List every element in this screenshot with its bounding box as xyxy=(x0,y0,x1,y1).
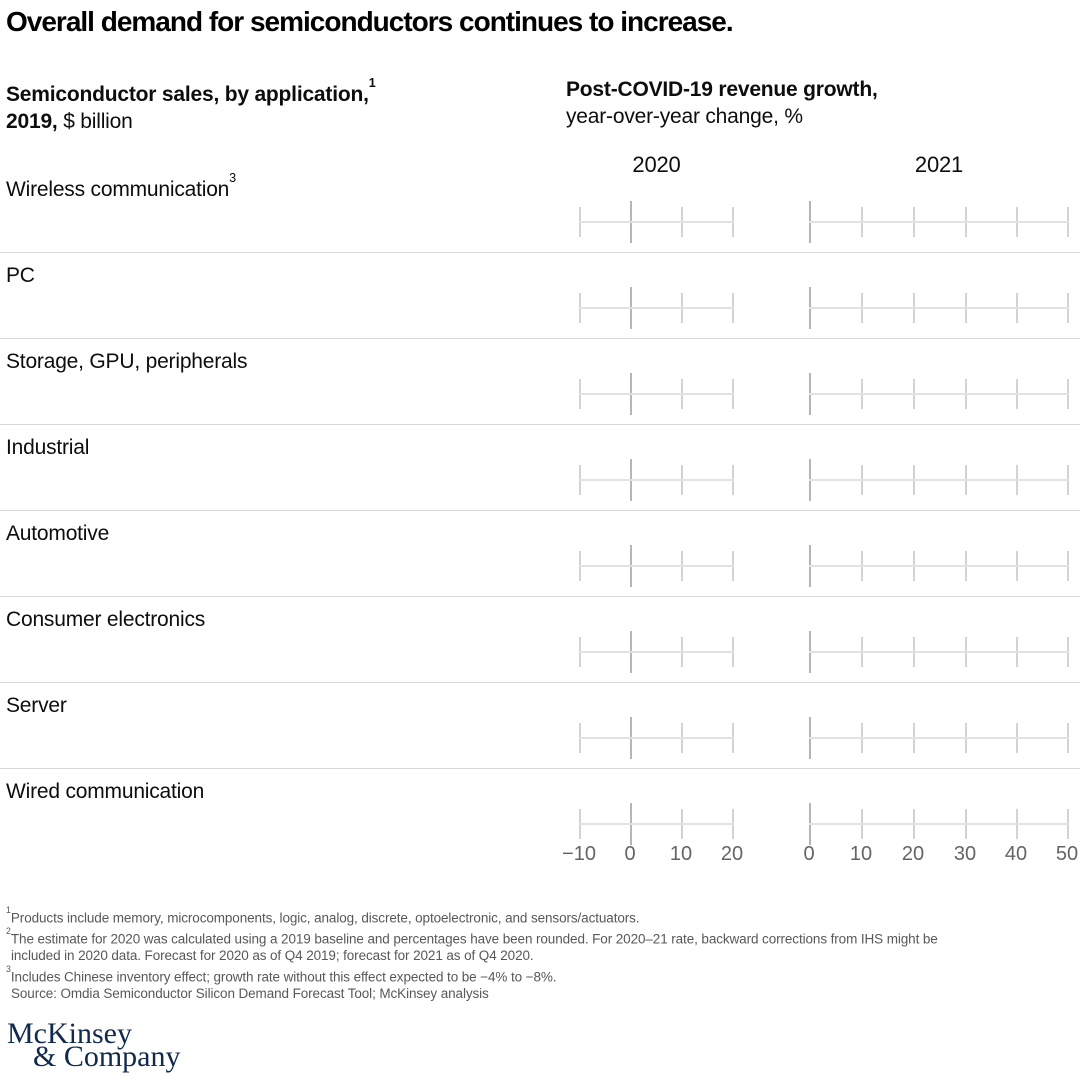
axis-2021 xyxy=(809,803,1069,845)
axis-line xyxy=(579,479,734,481)
left-header-line1: Semiconductor sales, by application,1 xyxy=(6,75,376,106)
axis-2021 xyxy=(809,201,1069,243)
axis-line xyxy=(579,823,734,825)
axis-2020 xyxy=(579,459,734,501)
tick-label: 20 xyxy=(901,843,925,865)
panel-label-2021: 2021 xyxy=(914,152,964,177)
axis-line xyxy=(809,221,1069,223)
tick-label: 10 xyxy=(669,843,693,865)
category-label: Wireless communication3 xyxy=(6,170,237,201)
page-title: Overall demand for semiconductors contin… xyxy=(6,6,734,37)
source-line: Source: Omdia Semiconductor Silicon Dema… xyxy=(11,985,489,1001)
tick-label: 0 xyxy=(624,843,636,865)
left-column-header: Semiconductor sales, by application,1 20… xyxy=(6,76,376,135)
panel-label-2020: 2020 xyxy=(632,152,681,177)
footnote-3: 3Includes Chinese inventory effect; grow… xyxy=(6,963,557,984)
axis-line xyxy=(579,651,734,653)
footnote-marker: 2 xyxy=(6,926,11,937)
right-header-line1: Post-COVID-19 revenue growth, xyxy=(566,78,878,101)
axis-2020 xyxy=(579,201,734,243)
category-row-wireless-communication: Wireless communication3 xyxy=(0,166,1080,253)
category-label: Consumer electronics xyxy=(6,608,206,631)
footnote-2: 2The estimate for 2020 was calculated us… xyxy=(6,926,938,947)
footnote-marker: 1 xyxy=(6,905,11,916)
tick-label: 50 xyxy=(1055,843,1079,865)
axis-2021 xyxy=(809,287,1069,329)
tick-label: 20 xyxy=(720,843,744,865)
axis-tick-labels-2020: −10 0 10 20 xyxy=(562,843,743,867)
axis-2020 xyxy=(579,717,734,759)
tick-label: 40 xyxy=(1004,843,1028,865)
axis-2020 xyxy=(579,631,734,673)
category-label: Storage, GPU, peripherals xyxy=(6,350,248,373)
axis-2020 xyxy=(579,545,734,587)
right-column-header: Post-COVID-19 revenue growth, year-over-… xyxy=(566,76,878,130)
category-label: Wired communication xyxy=(6,780,205,803)
axis-2021 xyxy=(809,717,1069,759)
axis-2021 xyxy=(809,459,1069,501)
axis-2020 xyxy=(579,373,734,415)
axis-2021 xyxy=(809,545,1069,587)
category-row-server: Server xyxy=(0,682,1080,769)
axis-line xyxy=(809,823,1069,825)
logo-line2: & Company xyxy=(33,1040,181,1073)
footnote-marker: 3 xyxy=(6,963,11,974)
mckinsey-logo: McKinsey & Company xyxy=(7,1017,181,1073)
tick-label: 0 xyxy=(803,843,815,865)
category-label: Industrial xyxy=(6,436,90,459)
axis-line xyxy=(809,651,1069,653)
category-row-storage-gpu-peripherals: Storage, GPU, peripherals xyxy=(0,338,1080,425)
category-row-wired-communication: Wired communication xyxy=(0,768,1080,854)
axis-2020 xyxy=(579,287,734,329)
axis-2020 xyxy=(579,803,734,845)
axis-2021 xyxy=(809,631,1069,673)
axis-line xyxy=(809,393,1069,395)
footnotes: 1Products include memory, microcomponent… xyxy=(6,905,938,1002)
left-header-line2: 2019, $ billion xyxy=(6,110,133,133)
tick-label: −10 xyxy=(562,843,596,865)
axis-tick-labels-2021: 0 10 20 30 40 50 xyxy=(803,843,1078,867)
category-row-consumer-electronics: Consumer electronics xyxy=(0,596,1080,683)
footnote-marker: 3 xyxy=(229,170,237,185)
axis-line xyxy=(809,565,1069,567)
tick-label: 10 xyxy=(849,843,873,865)
axis-line xyxy=(579,737,734,739)
footnote-marker: 1 xyxy=(368,75,376,90)
axis-line xyxy=(579,565,734,567)
category-row-industrial: Industrial xyxy=(0,424,1080,511)
right-header-line2: year-over-year change, % xyxy=(566,105,803,128)
category-label: PC xyxy=(6,264,35,287)
axis-line xyxy=(809,737,1069,739)
logo-line1: McKinsey xyxy=(7,1017,132,1050)
tick-label: 30 xyxy=(953,843,977,865)
axis-line xyxy=(579,221,734,223)
axis-2021 xyxy=(809,373,1069,415)
category-row-automotive: Automotive xyxy=(0,510,1080,597)
category-label: Server xyxy=(6,694,67,717)
footnote-1: 1Products include memory, microcomponent… xyxy=(6,905,640,926)
category-label: Automotive xyxy=(6,522,110,545)
axis-line xyxy=(579,393,734,395)
axis-line xyxy=(579,307,734,309)
footnote-2-continued: included in 2020 data. Forecast for 2020… xyxy=(11,948,534,963)
axis-line xyxy=(809,479,1069,481)
axis-line xyxy=(809,307,1069,309)
category-row-pc: PC xyxy=(0,252,1080,339)
